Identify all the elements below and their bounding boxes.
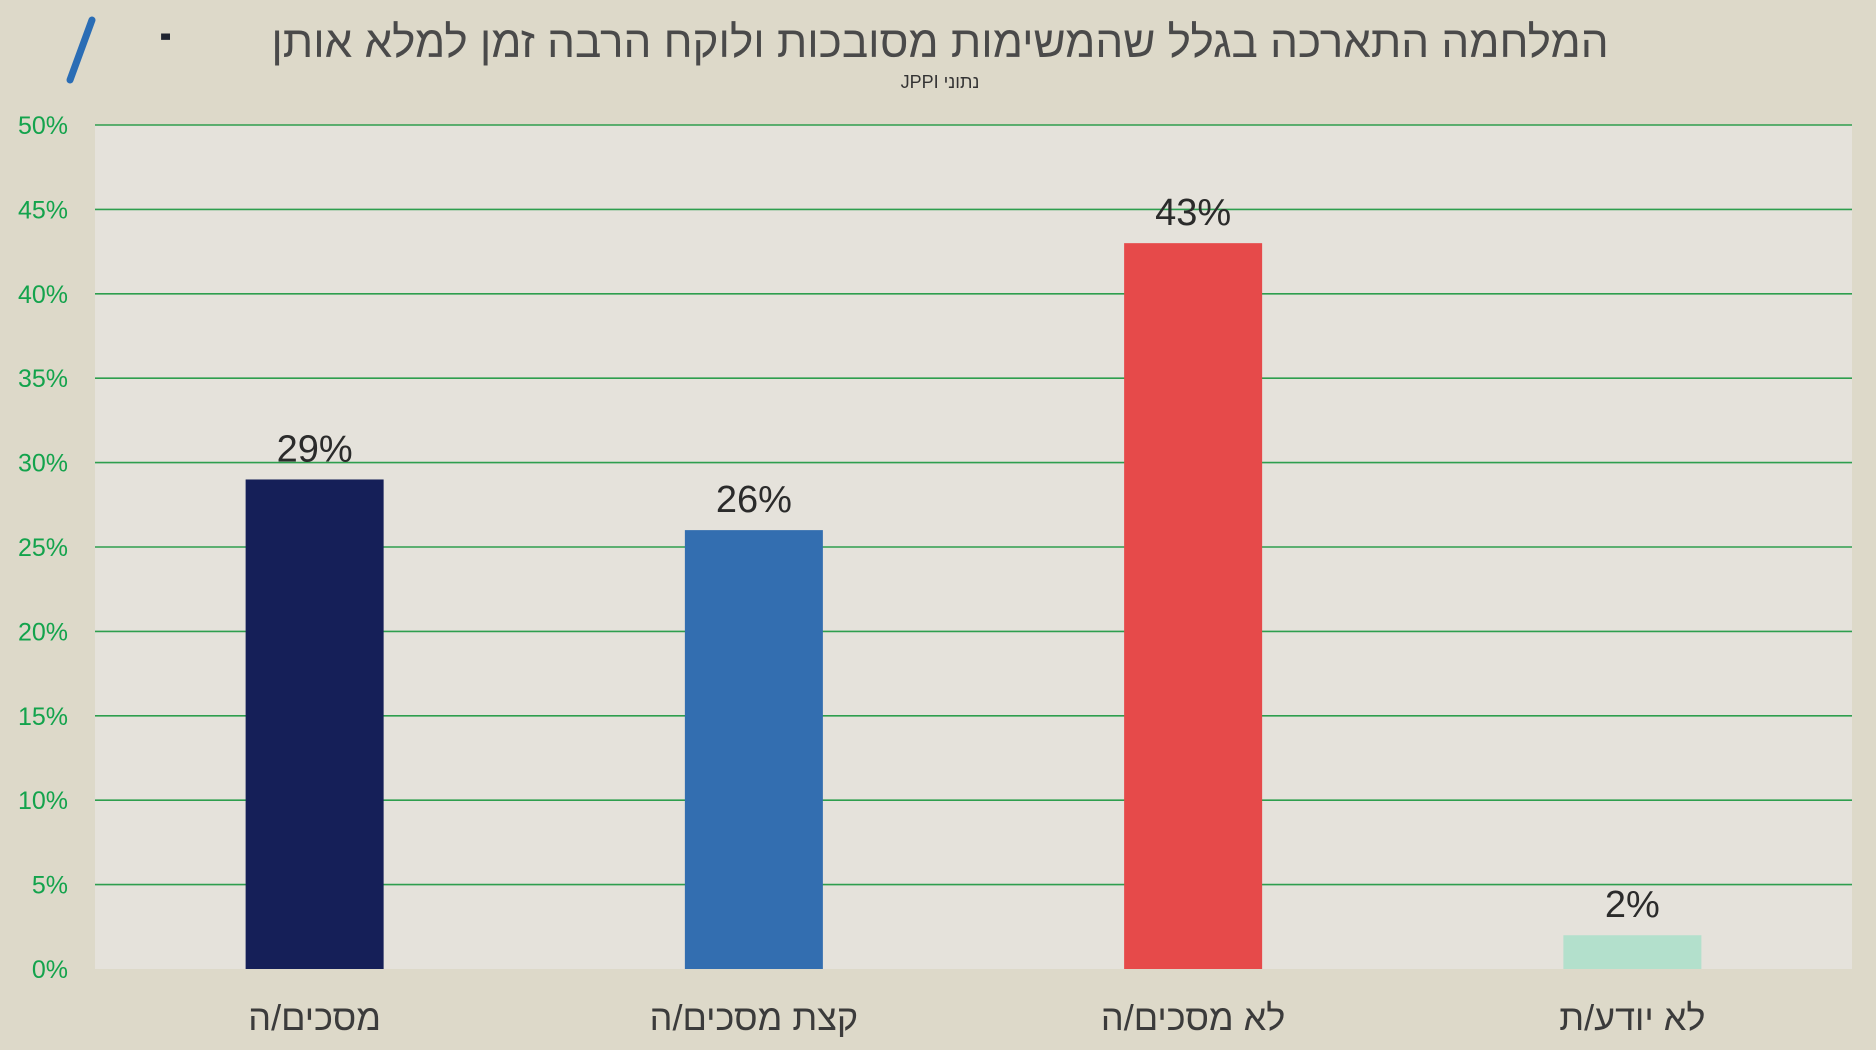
y-tick-label: 25% [18, 534, 68, 562]
y-tick-label: 0% [32, 956, 68, 984]
bar-value-label: 26% [716, 479, 792, 521]
y-tick-label: 50% [18, 112, 68, 140]
bar [684, 530, 823, 969]
gridlines [95, 124, 1852, 886]
category-label: לא יודע/ת [1559, 997, 1705, 1038]
bar [245, 479, 384, 969]
bar [1124, 243, 1263, 969]
y-tick-label: 45% [18, 196, 68, 224]
bar-value-label: 29% [277, 428, 353, 470]
y-tick-label: 10% [18, 787, 68, 815]
category-label: מסכים/ה [248, 997, 381, 1038]
y-tick-label: 5% [32, 872, 68, 900]
category-labels: מסכים/ה קצת מסכים/ה לא מסכים/ה לא יודע/ת [248, 997, 1705, 1038]
y-tick-label: 20% [18, 618, 68, 646]
chart-title: המלחמה התארכה בגלל שהמשימות מסובכות ולוק… [271, 18, 1609, 67]
y-axis-ticks: 0% 5% 10% 15% 20% 25% 30% 35% 40% 45% 50% [18, 112, 68, 984]
bar [1563, 935, 1702, 969]
category-label: לא מסכים/ה [1101, 997, 1285, 1038]
logo-accent-stroke [66, 16, 96, 84]
y-tick-label: 40% [18, 281, 68, 309]
category-label: קצת מסכים/ה [650, 997, 858, 1038]
bar-value-label: 2% [1605, 884, 1660, 926]
logo: הלדד [66, 16, 170, 84]
y-tick-label: 35% [18, 365, 68, 393]
value-labels: 29% 26% 43% 2% [277, 192, 1660, 926]
bar-value-label: 43% [1155, 192, 1231, 234]
chart-subtitle: נתוני JPPI [900, 72, 980, 92]
y-tick-label: 30% [18, 450, 68, 478]
logo-text: הלדד [160, 18, 170, 78]
y-tick-label: 15% [18, 703, 68, 731]
bars [245, 243, 1702, 969]
